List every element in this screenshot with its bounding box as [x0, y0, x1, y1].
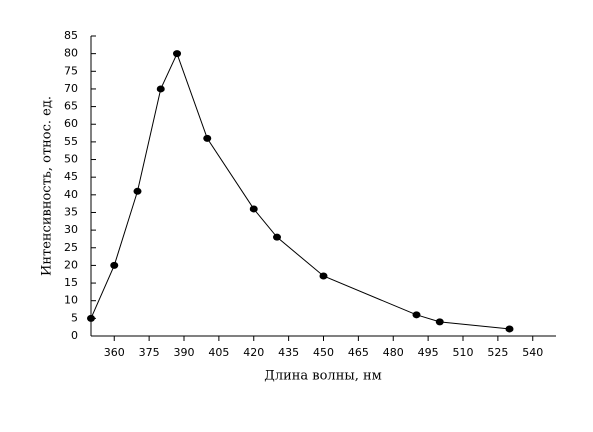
y-tick-label: 10: [64, 294, 78, 307]
y-tick-label: 65: [64, 100, 78, 113]
y-axis-title: Интенсивность, относ. ед.: [40, 96, 55, 276]
data-point: [273, 233, 281, 241]
data-point: [203, 134, 212, 142]
y-tick-label: 25: [64, 241, 78, 254]
data-point: [505, 325, 514, 333]
y-tick-label: 80: [64, 47, 78, 60]
x-tick-label: 510: [453, 346, 474, 359]
y-tick-label: 45: [64, 170, 78, 183]
x-tick-label: 480: [383, 346, 404, 359]
x-axis-title: Длина волны, нм: [264, 369, 382, 384]
data-point: [249, 205, 258, 213]
x-tick-label: 450: [313, 346, 334, 359]
data-point: [319, 272, 328, 280]
x-tick-label: 465: [348, 346, 369, 359]
series-line: [90, 52, 510, 330]
y-tick-label: 70: [64, 82, 78, 95]
x-tick-label: 360: [104, 346, 125, 359]
y-tick-label: 55: [64, 135, 78, 148]
y-tick-label: 40: [64, 188, 78, 201]
x-tick-label: 435: [278, 346, 299, 359]
y-tick-label: 60: [64, 117, 78, 130]
x-tick-label: 375: [139, 346, 160, 359]
y-tick-label: 85: [64, 29, 78, 42]
y-tick-label: 35: [64, 205, 78, 218]
x-tick-label: 540: [522, 346, 543, 359]
y-tick-label: 0: [71, 329, 78, 342]
y-tick-label: 50: [64, 153, 78, 166]
y-tick-label: 5: [71, 311, 78, 324]
y-tick-label: 15: [64, 276, 78, 289]
data-point: [412, 311, 421, 319]
y-tick-label: 75: [64, 64, 78, 77]
data-point: [110, 261, 119, 269]
data-point: [133, 187, 142, 195]
y-tick-label: 30: [64, 223, 78, 236]
x-tick-label: 495: [418, 346, 439, 359]
y-tick-label: 20: [64, 258, 78, 271]
x-tick-label: 420: [243, 346, 264, 359]
data-point: [435, 318, 444, 326]
x-tick-label: 390: [174, 346, 195, 359]
data-point: [173, 50, 182, 58]
data-point: [87, 314, 95, 322]
x-tick-label: 405: [208, 346, 229, 359]
data-point: [156, 85, 165, 93]
x-tick-label: 525: [487, 346, 508, 359]
